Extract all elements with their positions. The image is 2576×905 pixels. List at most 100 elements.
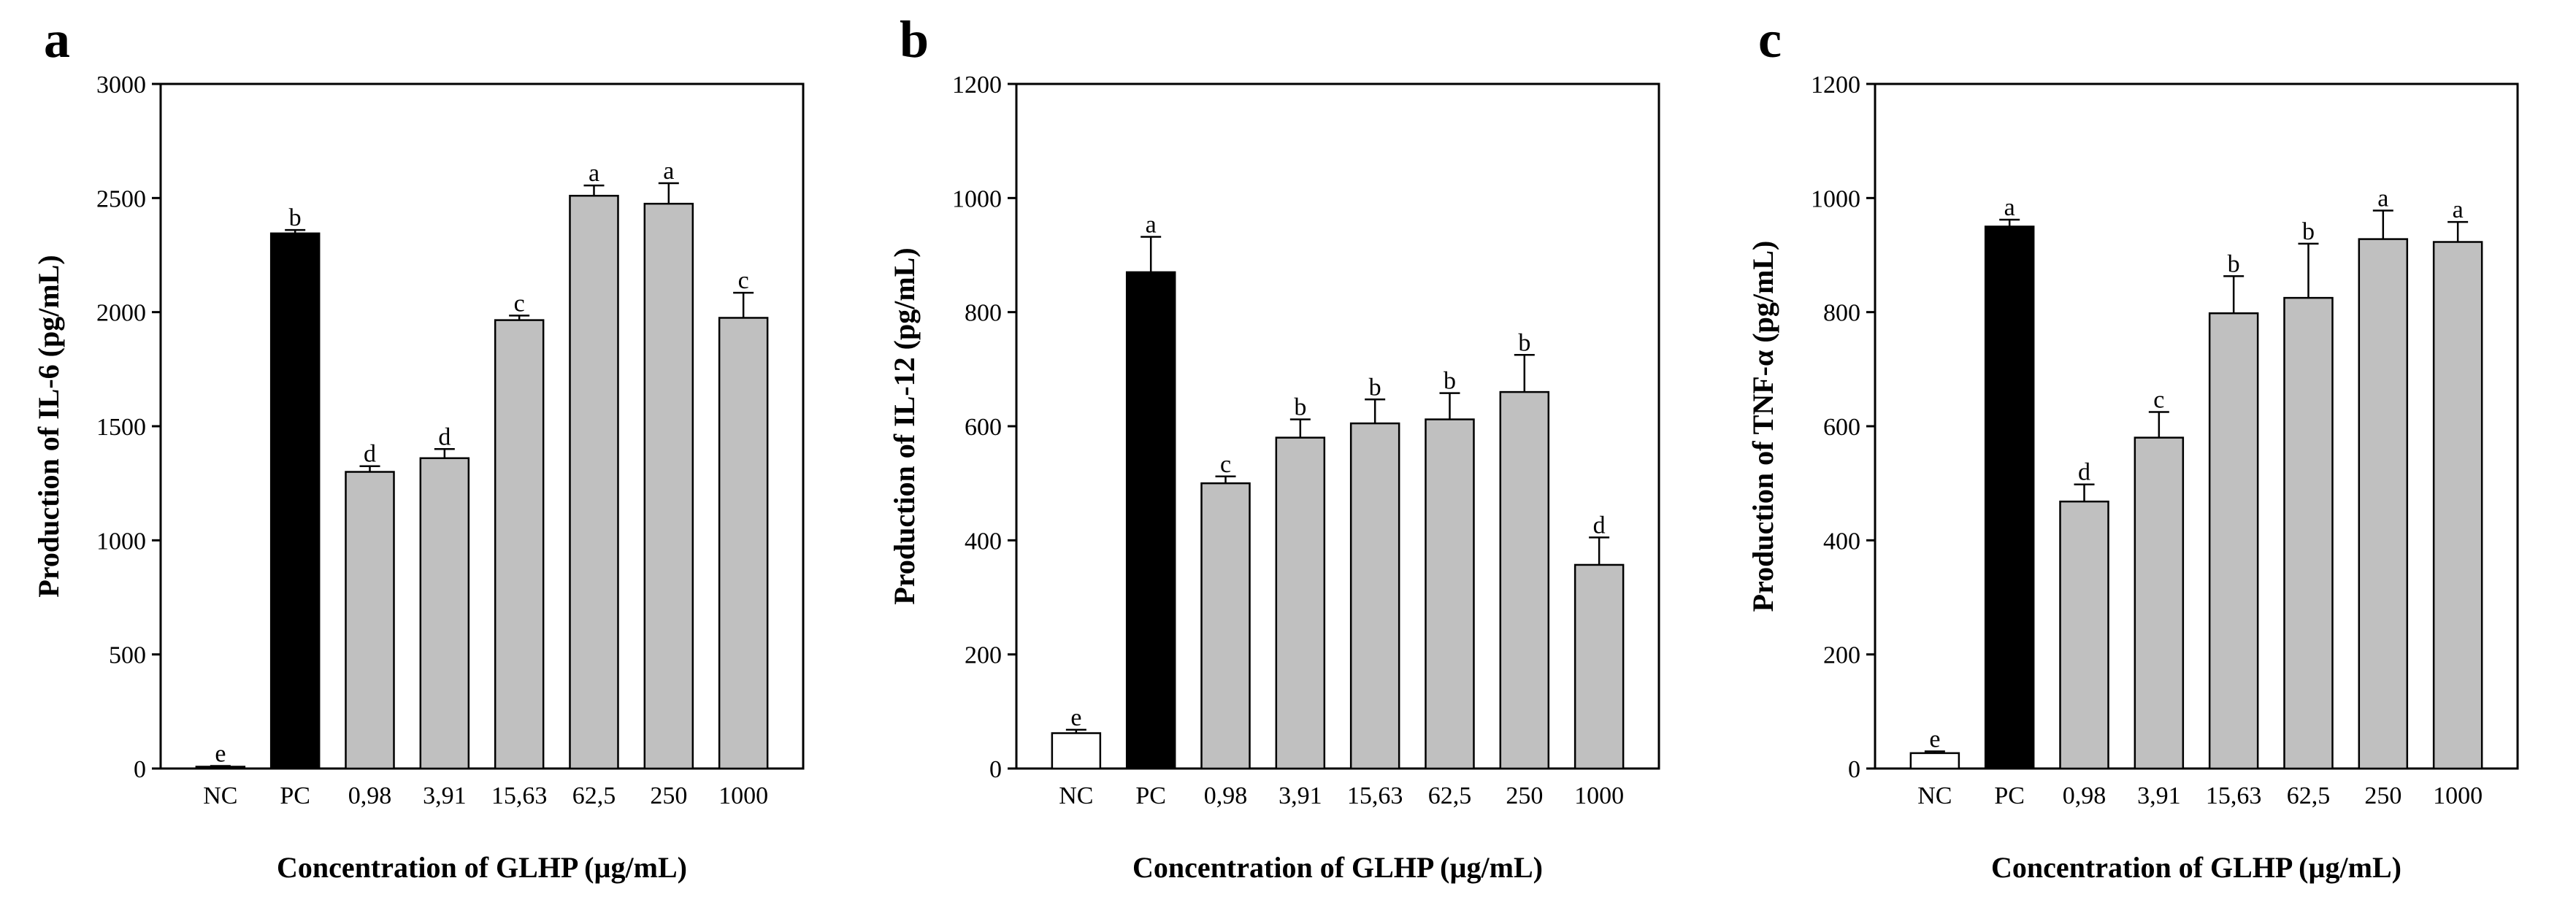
panel-letter-b: b [900,10,929,69]
bar [643,202,694,770]
bars-c: e a d c b b a a [1909,185,2483,770]
significance-letter: e [1929,726,1940,753]
bar [1425,418,1475,770]
y-tick-label: 200 [965,642,1002,669]
y-axis-title-c: Production of TNF-α (pg/mL) [1747,241,1779,612]
x-tick-label: 3,91 [2137,782,2181,809]
panel-letter-a: a [44,10,70,69]
bar [569,194,619,770]
bar [345,471,395,770]
significance-letter: d [438,423,451,450]
y-tick-label: 200 [1823,642,1860,669]
y-axis-c: 0 200 400 600 800 1000 1200 [1811,72,1875,783]
bar [2432,241,2483,770]
bar [1125,271,1176,770]
y-tick-label: 1500 [96,414,146,441]
x-tick-label: NC [1059,782,1093,809]
x-axis-title-c: Concentration of GLHP (µg/mL) [1991,851,2401,884]
bar [718,317,769,770]
significance-letter: b [2228,250,2240,277]
x-axis-title-b: Concentration of GLHP (µg/mL) [1132,851,1543,884]
bar [2059,500,2109,770]
x-tick-label: PC [280,782,310,809]
significance-letter: a [663,158,674,185]
significance-letter: b [289,204,302,231]
y-tick-label: 1000 [96,528,146,555]
x-axis-a: NC PC 0,98 3,91 15,63 62,5 250 1000 [203,782,768,809]
y-tick-label: 3000 [96,72,146,99]
y-tick-label: 2000 [96,300,146,327]
y-tick-label: 500 [109,642,146,669]
significance-letter: c [738,267,749,294]
significance-letter: a [1146,211,1157,238]
significance-letter: b [1369,374,1381,401]
x-tick-label: 3,91 [423,782,467,809]
x-tick-label: 250 [650,782,687,809]
y-tick-label: 1000 [952,185,1002,212]
y-tick-label: 1200 [1811,72,1860,99]
significance-letter: c [2153,386,2164,413]
y-tick-label: 2500 [96,185,146,212]
significance-letter: c [1220,451,1231,478]
x-tick-label: 15,63 [2206,782,2262,809]
bar [269,232,321,770]
x-tick-label: 62,5 [2287,782,2331,809]
bar [1909,752,1960,770]
x-tick-label: NC [203,782,237,809]
x-tick-label: 1000 [1574,782,1624,809]
bar [2134,436,2185,770]
y-tick-label: 1000 [1811,185,1860,212]
significance-letter: e [1070,704,1081,731]
bar [1200,482,1251,770]
bar [419,457,470,770]
x-tick-label: 62,5 [572,782,616,809]
y-tick-label: 0 [1848,756,1860,783]
x-tick-label: 0,98 [2063,782,2107,809]
significance-letter: b [1294,394,1306,421]
y-tick-label: 0 [989,756,1002,783]
significance-letter: b [1518,329,1530,356]
y-tick-label: 1200 [952,72,1002,99]
bar [2208,312,2259,770]
plot-frame-a [159,82,805,770]
bar [2358,238,2409,770]
x-tick-label: PC [1135,782,1166,809]
y-tick-label: 600 [965,414,1002,441]
bars-b: e a c b b b b d [1051,211,1625,770]
panel-b: b 0 200 400 600 800 1000 1200 e a c b b b b d NC PC 0,9… [888,10,1660,884]
x-tick-label: 250 [1506,782,1543,809]
x-tick-label: PC [1994,782,2025,809]
x-axis-b: NC PC 0,98 3,91 15,63 62,5 250 1000 [1059,782,1624,809]
x-tick-label: 1000 [2433,782,2483,809]
bar [1275,436,1326,770]
x-tick-label: 1000 [718,782,768,809]
bars-a: e b d d c a a c [195,158,769,770]
panel-c: c 0 200 400 600 800 1000 1200 e a d c b b a a NC PC 0,9… [1747,10,2519,884]
x-axis-c: NC PC 0,98 3,91 15,63 62,5 250 1000 [1917,782,2483,809]
bar [1984,226,2035,770]
y-tick-label: 400 [965,528,1002,555]
y-axis-title-a: Production of IL-6 (pg/mL) [32,255,65,597]
y-axis-b: 0 200 400 600 800 1000 1200 [952,72,1016,783]
bar [1349,422,1400,770]
y-tick-label: 600 [1823,414,1860,441]
bar [1499,390,1550,770]
bar [1573,563,1625,770]
x-tick-label: 250 [2364,782,2401,809]
plot-frame-b [1015,82,1660,770]
significance-letter: b [1444,368,1456,395]
bar [494,319,545,770]
y-tick-label: 800 [965,300,1002,327]
significance-letter: d [364,441,376,468]
y-tick-label: 0 [134,756,146,783]
panel-letter-c: c [1758,10,1782,69]
significance-letter: d [2078,459,2090,486]
significance-letter: d [1593,512,1606,539]
x-axis-title-a: Concentration of GLHP (µg/mL) [277,851,687,884]
bar [2283,296,2334,770]
y-tick-label: 400 [1823,528,1860,555]
significance-letter: b [2302,218,2315,245]
bar [1051,732,1102,770]
significance-letter: a [2004,194,2015,221]
significance-letter: e [215,741,226,768]
